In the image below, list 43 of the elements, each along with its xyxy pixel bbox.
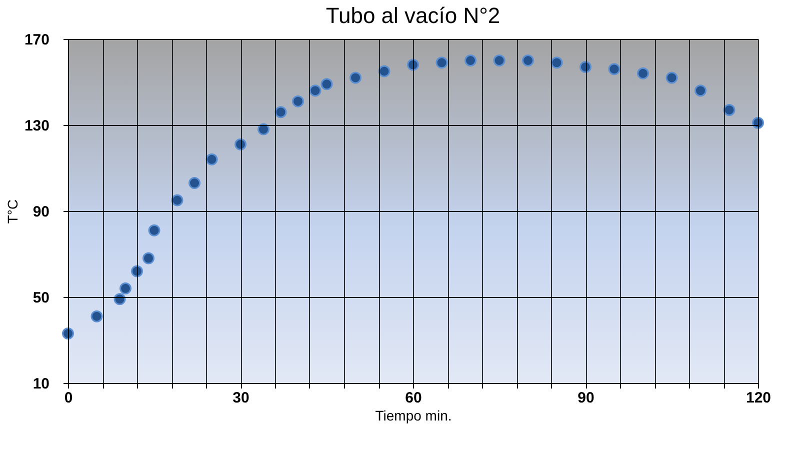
- chart-title: Tubo al vacío N°2: [326, 3, 500, 28]
- point: [206, 153, 218, 166]
- point: [148, 224, 160, 236]
- y-tick-label: 130: [24, 118, 50, 134]
- point: [723, 104, 736, 116]
- point: [274, 106, 287, 118]
- point: [188, 177, 200, 190]
- y-tick-label: 50: [32, 290, 50, 306]
- point: [292, 95, 304, 108]
- point: [550, 56, 563, 69]
- point: [666, 72, 678, 84]
- point: [320, 78, 333, 90]
- point: [350, 72, 362, 84]
- x-axis-title: Tiempo min.: [375, 408, 452, 424]
- x-tick-label: 0: [64, 390, 73, 406]
- point: [90, 310, 103, 322]
- point: [378, 65, 390, 78]
- point: [694, 84, 706, 97]
- point: [114, 293, 126, 306]
- point: [309, 84, 322, 97]
- x-tick-label: 120: [746, 390, 772, 406]
- point: [637, 67, 649, 80]
- point: [171, 194, 184, 206]
- point: [608, 63, 620, 76]
- y-tick-label: 170: [24, 32, 50, 48]
- point: [142, 252, 154, 264]
- x-tick-label: 30: [232, 390, 250, 406]
- point: [580, 60, 592, 73]
- point: [258, 123, 270, 136]
- point: [407, 58, 419, 71]
- y-tick-label: 90: [32, 204, 50, 220]
- y-axis-title: T°C: [4, 199, 20, 224]
- y-tick-label: 10: [32, 376, 50, 392]
- point: [436, 56, 448, 69]
- point: [62, 328, 74, 340]
- point: [493, 54, 506, 66]
- x-tick-label: 60: [405, 390, 422, 406]
- point: [120, 282, 132, 294]
- x-tick-label: 90: [578, 390, 594, 406]
- point: [234, 138, 246, 150]
- point: [131, 265, 143, 278]
- point: [522, 54, 534, 66]
- point: [464, 54, 476, 66]
